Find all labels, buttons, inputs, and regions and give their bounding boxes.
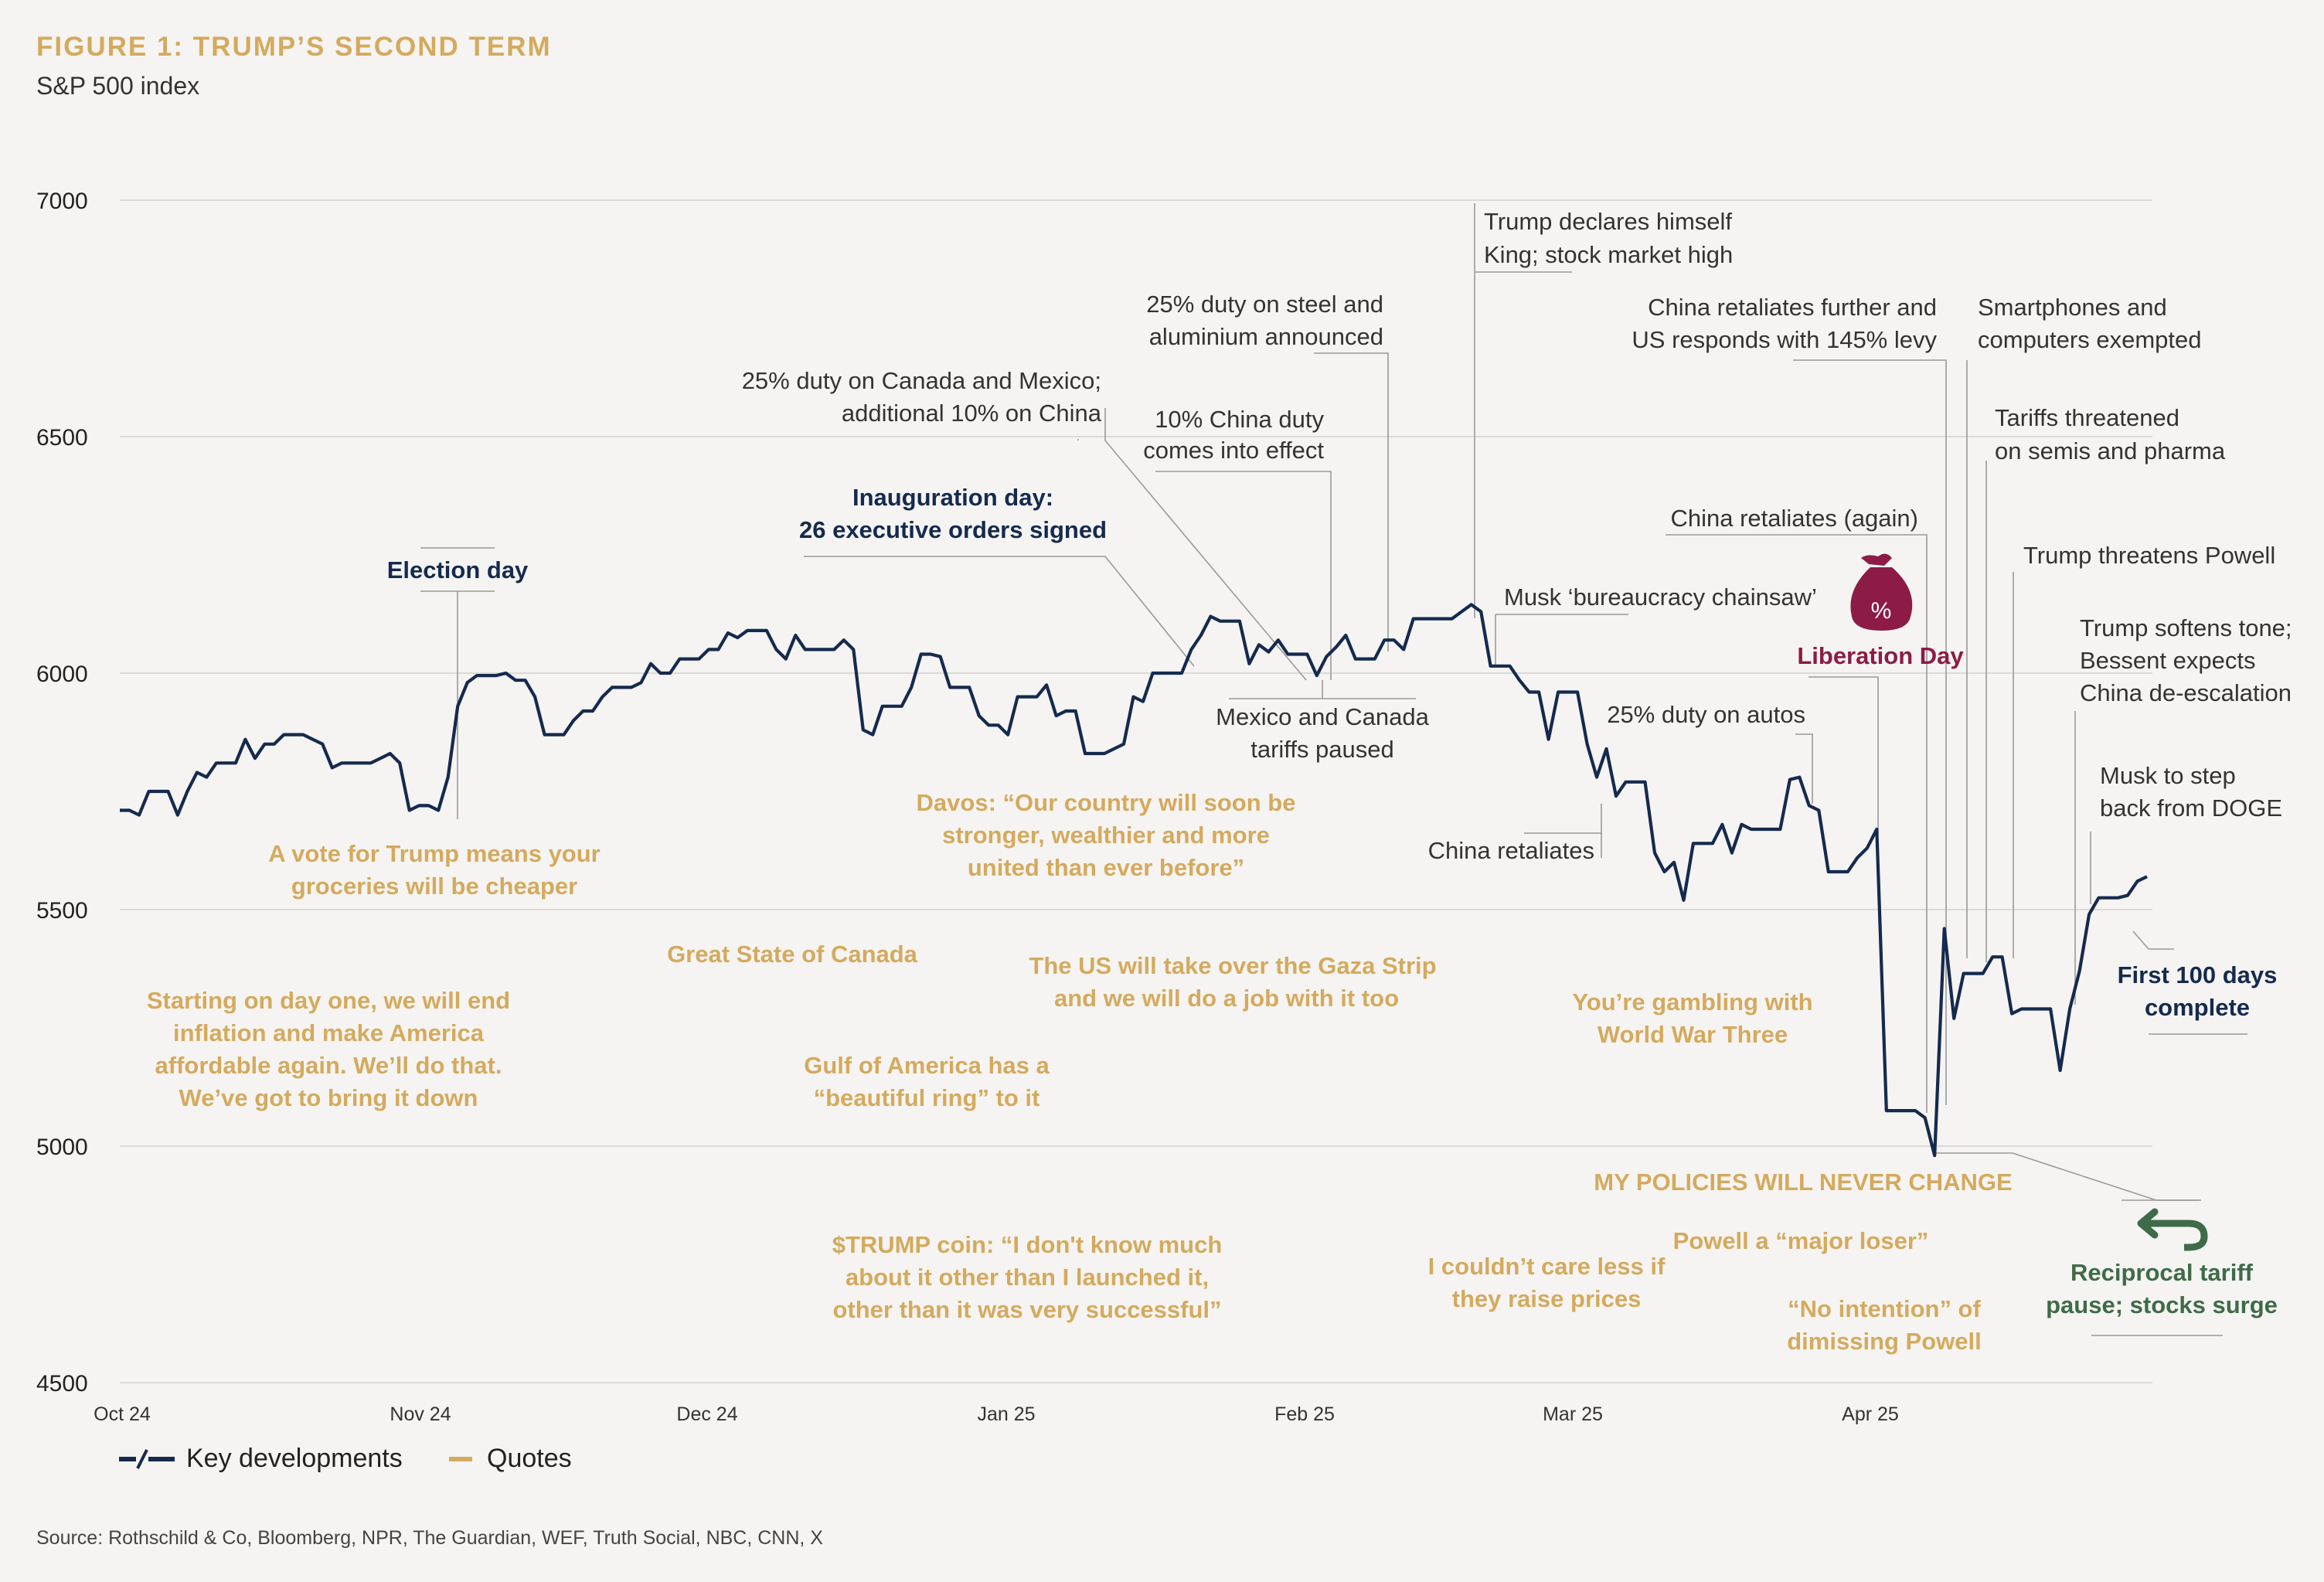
quote-groceries: A vote for Trump means your (268, 840, 601, 867)
percent-glyph: % (1871, 598, 1892, 624)
y-tick-label: 5500 (36, 898, 88, 924)
return-arrow-icon (2137, 1208, 2208, 1251)
x-tick-label: Mar 25 (1543, 1403, 1603, 1425)
annotation-smartphones: Smartphones and (1978, 294, 2167, 321)
annotation-tariffs-paused: tariffs paused (1250, 736, 1394, 763)
annotation-china-retaliates-further: US responds with 145% levy (1632, 326, 1937, 353)
quote-trump-coin: other than it was very successful” (832, 1296, 1221, 1323)
annotation-softens-tone: Bessent expects (2080, 647, 2255, 674)
quote-no-intention: dimissing Powell (1787, 1328, 1982, 1355)
quote-inflation: We’ve got to bring it down (179, 1084, 478, 1111)
annotation-threatens-powell: Trump threatens Powell (2023, 542, 2275, 569)
x-tick-label: Nov 24 (390, 1403, 451, 1425)
annotation-china-retaliates: China retaliates (1428, 837, 1594, 864)
chart-title: FIGURE 1: TRUMP’S SECOND TERM (36, 32, 552, 62)
quote-policies: MY POLICIES WILL NEVER CHANGE (1594, 1169, 2012, 1196)
quote-no-intention: “No intention” of (1788, 1295, 1981, 1322)
y-axis: 7000 6500 6000 5500 5000 4500 (36, 189, 88, 1397)
quote-major-loser: Powell a “major loser” (1673, 1227, 1929, 1254)
y-tick-label: 7000 (36, 189, 88, 214)
annotation-steel-duty: 25% duty on steel and (1146, 291, 1383, 318)
x-axis: Oct 24 Nov 24 Dec 24 Jan 25 Feb 25 Mar 2… (94, 1403, 1899, 1425)
quote-gaza: The US will take over the Gaza Strip (1029, 952, 1436, 979)
annotation-inauguration: 26 executive orders signed (799, 516, 1107, 543)
quote-inflation: affordable again. We’ll do that. (155, 1052, 502, 1079)
annotation-china-duty: comes into effect (1143, 437, 1324, 464)
y-tick-label: 6000 (36, 662, 88, 687)
legend-label: Quotes (487, 1444, 572, 1473)
annotation-softens-tone: China de-escalation (2080, 679, 2292, 706)
source-note: Source: Rothschild & Co, Bloomberg, NPR,… (36, 1527, 823, 1549)
quote-gaza: and we will do a job with it too (1054, 985, 1399, 1012)
quote-groceries: groceries will be cheaper (291, 873, 577, 900)
quote-davos: united than ever before” (968, 854, 1244, 881)
annotation-reciprocal-pause: Reciprocal tariff (2071, 1259, 2254, 1286)
annotation-inauguration: Inauguration day: (852, 484, 1053, 511)
quote-canada: Great State of Canada (667, 941, 918, 968)
legend-key-developments: Key developments (119, 1444, 403, 1473)
quote-trump-coin: $TRUMP coin: “I don't know much (832, 1231, 1223, 1258)
chart-subtitle: S&P 500 index (36, 72, 199, 100)
sp500-line (120, 603, 2148, 1158)
annotation-musk-doge: Musk to step (2100, 762, 2236, 789)
grid (120, 199, 2152, 1383)
annotation-smartphones: computers exempted (1978, 326, 2201, 353)
quote-inflation: inflation and make America (173, 1019, 485, 1046)
quote-ww3: World War Three (1598, 1021, 1788, 1048)
annotation-canada-mexico-duty: additional 10% on China (842, 400, 1102, 427)
annotation-first-100-days: First 100 days (2118, 961, 2278, 988)
quote-ww3: You’re gambling with (1572, 988, 1812, 1016)
annotation-steel-duty: aluminium announced (1149, 323, 1383, 350)
quote-prices: I couldn’t care less if (1428, 1253, 1666, 1280)
annotation-softens-tone: Trump softens tone; (2080, 614, 2292, 641)
annotation-election-day: Election day (387, 556, 529, 583)
annotation-king: Trump declares himself (1484, 208, 1732, 235)
x-tick-label: Feb 25 (1274, 1403, 1335, 1425)
quote-davos: stronger, wealthier and more (942, 822, 1270, 849)
quote-prices: they raise prices (1452, 1285, 1642, 1312)
y-tick-label: 5000 (36, 1135, 88, 1160)
annotation-semis-pharma: Tariffs threatened (1995, 404, 2179, 431)
annotation-china-retaliates-again: China retaliates (again) (1670, 505, 1918, 532)
annotation-autos-duty: 25% duty on autos (1607, 701, 1805, 728)
annotations: Election day Inauguration day: 26 execut… (387, 208, 2292, 1318)
y-tick-label: 6500 (36, 425, 88, 451)
quote-trump-coin: about it other than I launched it, (846, 1264, 1209, 1291)
x-tick-label: Apr 25 (1842, 1403, 1899, 1425)
annotation-china-duty: 10% China duty (1155, 406, 1324, 433)
annotation-china-retaliates-further: China retaliates further and (1648, 294, 1937, 321)
quote-gulf: “beautiful ring” to it (814, 1084, 1040, 1111)
quote-gulf: Gulf of America has a (804, 1052, 1050, 1079)
x-tick-label: Oct 24 (94, 1403, 151, 1425)
legend-label: Key developments (186, 1444, 403, 1473)
annotation-king: King; stock market high (1484, 241, 1733, 268)
leader-lines (420, 203, 2247, 1336)
annotation-semis-pharma: on semis and pharma (1995, 437, 2226, 464)
money-bag-icon: % (1850, 553, 1913, 631)
quotes: A vote for Trump means your groceries wi… (147, 789, 2013, 1355)
y-tick-label: 4500 (36, 1371, 88, 1397)
x-tick-label: Dec 24 (676, 1403, 737, 1425)
annotation-canada-mexico-duty: 25% duty on Canada and Mexico; (742, 367, 1101, 394)
x-tick-label: Jan 25 (977, 1403, 1035, 1425)
annotation-reciprocal-pause: pause; stocks surge (2046, 1291, 2278, 1318)
legend: Key developments Quotes (119, 1444, 572, 1473)
annotation-first-100-days: complete (2145, 994, 2250, 1021)
quote-inflation: Starting on day one, we will end (147, 987, 510, 1014)
annotation-chainsaw: Musk ‘bureaucracy chainsaw’ (1504, 583, 1817, 611)
quote-davos: Davos: “Our country will soon be (917, 789, 1296, 816)
annotation-liberation-day: Liberation Day (1797, 642, 1964, 669)
annotation-tariffs-paused: Mexico and Canada (1216, 703, 1429, 730)
annotation-musk-doge: back from DOGE (2100, 794, 2282, 822)
legend-quotes: Quotes (449, 1444, 572, 1473)
